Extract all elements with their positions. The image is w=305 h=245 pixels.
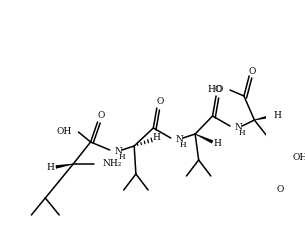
- Text: NH₂: NH₂: [103, 159, 122, 169]
- Text: H: H: [179, 141, 186, 149]
- Polygon shape: [254, 114, 272, 120]
- Text: O: O: [157, 98, 164, 107]
- Text: O: O: [216, 86, 223, 95]
- Polygon shape: [195, 134, 213, 144]
- Text: H: H: [214, 139, 222, 148]
- Polygon shape: [56, 164, 73, 169]
- Text: H: H: [118, 153, 125, 161]
- Text: OH: OH: [56, 127, 71, 136]
- Text: H: H: [273, 110, 281, 120]
- Text: H: H: [47, 162, 55, 171]
- Text: H: H: [239, 129, 245, 137]
- Text: N: N: [175, 135, 183, 145]
- Text: O: O: [277, 184, 284, 194]
- Text: N: N: [234, 123, 242, 133]
- Text: H: H: [153, 134, 161, 143]
- Text: N: N: [114, 147, 122, 157]
- Text: O: O: [249, 66, 256, 75]
- Text: OH: OH: [293, 154, 305, 162]
- Text: O: O: [97, 111, 105, 121]
- Text: HO: HO: [208, 86, 223, 95]
